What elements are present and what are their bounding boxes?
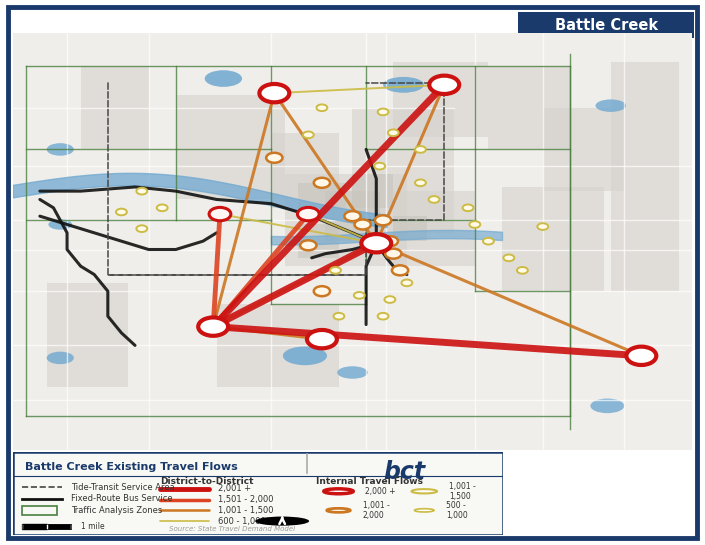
Circle shape [324,489,353,494]
Circle shape [266,153,283,163]
Circle shape [314,286,330,296]
FancyBboxPatch shape [216,304,339,387]
FancyBboxPatch shape [518,12,694,38]
Circle shape [362,234,391,252]
Circle shape [198,317,228,336]
FancyBboxPatch shape [271,133,339,208]
Text: Traffic Analysis Zones: Traffic Analysis Zones [71,506,163,515]
FancyBboxPatch shape [13,452,503,535]
Ellipse shape [47,143,74,156]
Circle shape [116,209,127,215]
FancyBboxPatch shape [176,95,285,199]
Ellipse shape [596,99,626,112]
Circle shape [626,347,656,365]
Text: bct: bct [384,460,426,484]
Circle shape [381,236,398,246]
Circle shape [429,76,459,94]
Ellipse shape [283,347,327,365]
Text: Fixed-Route Bus Service: Fixed-Route Bus Service [71,494,173,503]
FancyBboxPatch shape [543,108,625,191]
FancyBboxPatch shape [13,33,692,450]
Circle shape [136,225,147,232]
Ellipse shape [337,366,368,379]
Circle shape [483,238,494,245]
FancyBboxPatch shape [611,62,679,291]
Circle shape [333,313,344,319]
FancyBboxPatch shape [393,216,427,241]
Circle shape [392,265,408,275]
Circle shape [330,267,341,274]
FancyBboxPatch shape [47,283,128,387]
Text: 2,001 +: 2,001 + [219,485,252,493]
FancyBboxPatch shape [393,191,475,266]
Text: 1,001 -
2,000: 1,001 - 2,000 [362,501,389,520]
Circle shape [326,508,350,512]
Text: 1,501 - 2,000: 1,501 - 2,000 [219,495,274,504]
Circle shape [375,215,391,225]
FancyBboxPatch shape [502,187,604,291]
Circle shape [157,204,168,211]
Circle shape [298,208,319,221]
Ellipse shape [590,398,625,413]
Text: 1,001 - 1,500: 1,001 - 1,500 [219,506,274,515]
FancyBboxPatch shape [80,66,149,149]
Circle shape [378,108,388,115]
Ellipse shape [383,77,424,93]
Circle shape [470,221,480,228]
Circle shape [388,129,399,136]
Circle shape [307,330,337,348]
Circle shape [354,292,364,299]
Circle shape [355,220,371,229]
Circle shape [344,211,361,221]
Circle shape [384,296,396,303]
Circle shape [503,255,514,261]
Circle shape [537,223,548,230]
Circle shape [255,517,309,526]
Text: Internal Travel Flows: Internal Travel Flows [317,477,424,486]
FancyBboxPatch shape [489,66,570,149]
Circle shape [412,489,437,493]
FancyBboxPatch shape [8,7,697,538]
Ellipse shape [204,70,242,87]
Circle shape [259,84,289,102]
Circle shape [136,188,147,195]
Text: 2,000 +: 2,000 + [365,487,396,496]
FancyBboxPatch shape [393,62,489,137]
Text: 1 mile: 1 mile [81,523,105,531]
Text: Battle Creek Existing Travel Flows: Battle Creek Existing Travel Flows [25,462,238,473]
Circle shape [209,208,231,221]
Circle shape [517,267,528,274]
Circle shape [317,105,327,111]
FancyBboxPatch shape [352,174,393,208]
Circle shape [374,163,385,169]
Circle shape [385,249,401,259]
Text: 500 -
1,000: 500 - 1,000 [446,501,468,520]
FancyBboxPatch shape [298,225,339,258]
FancyBboxPatch shape [285,174,407,266]
Text: 600 - 1,000: 600 - 1,000 [219,517,266,525]
FancyBboxPatch shape [298,183,345,208]
Circle shape [415,179,426,186]
Text: Tide-Transit Service Area: Tide-Transit Service Area [71,483,176,492]
Circle shape [415,146,426,153]
Ellipse shape [49,219,72,229]
Text: Battle Creek: Battle Creek [555,17,658,33]
Ellipse shape [47,352,74,364]
Circle shape [401,280,412,286]
Text: Source: State Travel Demand Model: Source: State Travel Demand Model [169,525,295,531]
Circle shape [462,204,474,211]
Text: 1,001 -
1,500: 1,001 - 1,500 [449,482,476,501]
Circle shape [378,313,388,319]
Circle shape [300,240,317,250]
FancyBboxPatch shape [325,191,380,241]
Circle shape [415,508,434,512]
Circle shape [429,196,439,203]
FancyBboxPatch shape [352,108,455,233]
Text: District-to-District: District-to-District [159,477,253,486]
Circle shape [303,131,314,138]
Circle shape [314,178,330,188]
